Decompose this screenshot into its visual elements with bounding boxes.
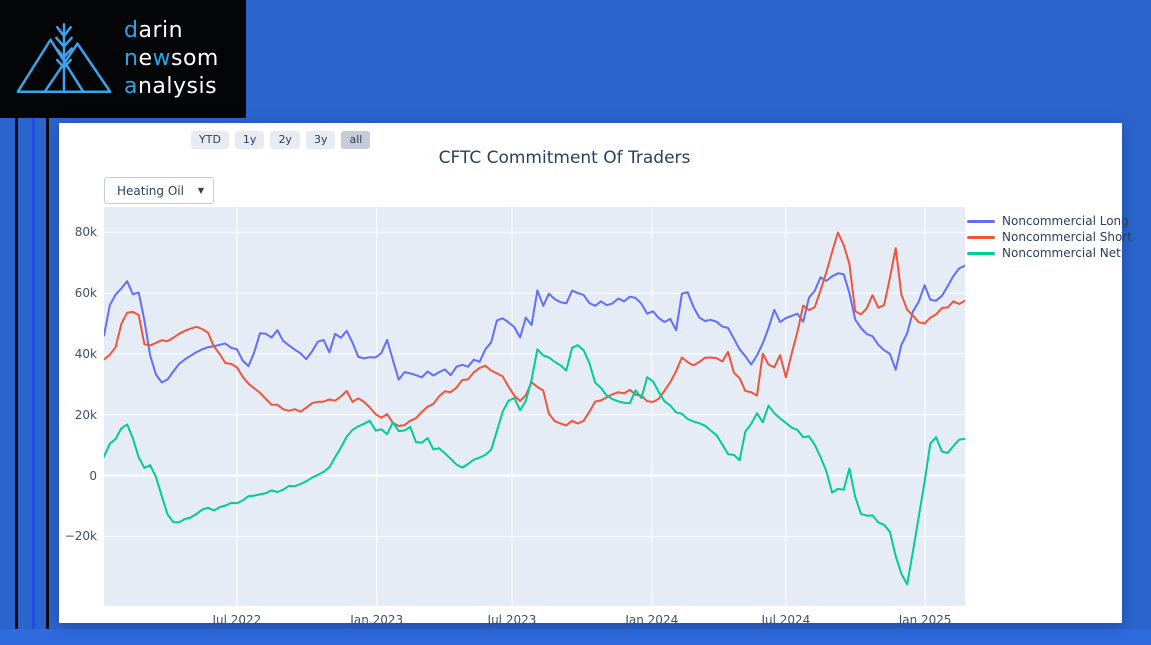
x-tick-label: Jul 2024 xyxy=(761,613,811,627)
series-line xyxy=(103,264,966,384)
legend: Noncommercial Long Noncommercial Short N… xyxy=(967,213,1132,261)
x-tick-label: Jul 2022 xyxy=(212,613,262,627)
x-tick-label: Jan 2024 xyxy=(625,613,679,627)
legend-line-swatch xyxy=(967,235,995,239)
y-tick-label: 80k xyxy=(74,225,97,240)
series-line xyxy=(103,344,966,586)
mountains-wheat-icon xyxy=(16,23,112,93)
brand-logo: darin newsom analysis xyxy=(0,0,246,118)
x-tick-label: Jan 2025 xyxy=(898,613,952,627)
plot-background xyxy=(104,207,965,606)
commodity-dropdown[interactable]: Heating Oil ▼ xyxy=(104,177,214,204)
legend-item-noncommercial-net[interactable]: Noncommercial Net xyxy=(967,245,1132,261)
range-selector: YTD 1y 2y 3y all xyxy=(191,131,371,149)
y-tick-label: 60k xyxy=(74,286,97,301)
y-tick-label: 40k xyxy=(74,346,97,361)
chart-title: CFTC Commitment Of Traders xyxy=(438,148,691,168)
y-tick-label: 0 xyxy=(89,468,97,483)
range-button-all[interactable]: all xyxy=(341,131,371,149)
range-button-3y[interactable]: 3y xyxy=(305,131,336,149)
x-tick-label: Jul 2023 xyxy=(487,613,537,627)
range-button-ytd[interactable]: YTD xyxy=(191,131,229,149)
brand-wordmark: darin newsom analysis xyxy=(124,18,219,99)
background-stripe xyxy=(32,117,35,645)
plot-svg[interactable] xyxy=(103,207,966,606)
chevron-down-icon: ▼ xyxy=(197,186,204,195)
range-button-2y[interactable]: 2y xyxy=(270,131,300,149)
legend-line-swatch xyxy=(967,219,995,223)
y-tick-label: −20k xyxy=(64,529,97,544)
legend-item-noncommercial-long[interactable]: Noncommercial Long xyxy=(967,213,1132,229)
bottom-accent-bar xyxy=(0,629,1151,645)
legend-label: Noncommercial Long xyxy=(1002,214,1129,228)
background-stripe xyxy=(15,117,18,645)
background-stripe xyxy=(46,117,49,645)
commodity-dropdown-value: Heating Oil xyxy=(117,183,184,198)
legend-line-swatch xyxy=(967,251,995,255)
x-tick-label: Jan 2023 xyxy=(350,613,404,627)
range-button-1y[interactable]: 1y xyxy=(234,131,265,149)
chart-card: YTD 1y 2y 3y all CFTC Commitment Of Trad… xyxy=(59,123,1132,627)
y-tick-label: 20k xyxy=(74,407,97,422)
series-line xyxy=(103,231,966,427)
plot-area[interactable] xyxy=(103,207,966,606)
legend-item-noncommercial-short[interactable]: Noncommercial Short xyxy=(967,229,1132,245)
legend-label: Noncommercial Net xyxy=(1002,246,1121,260)
legend-label: Noncommercial Short xyxy=(1002,230,1132,244)
